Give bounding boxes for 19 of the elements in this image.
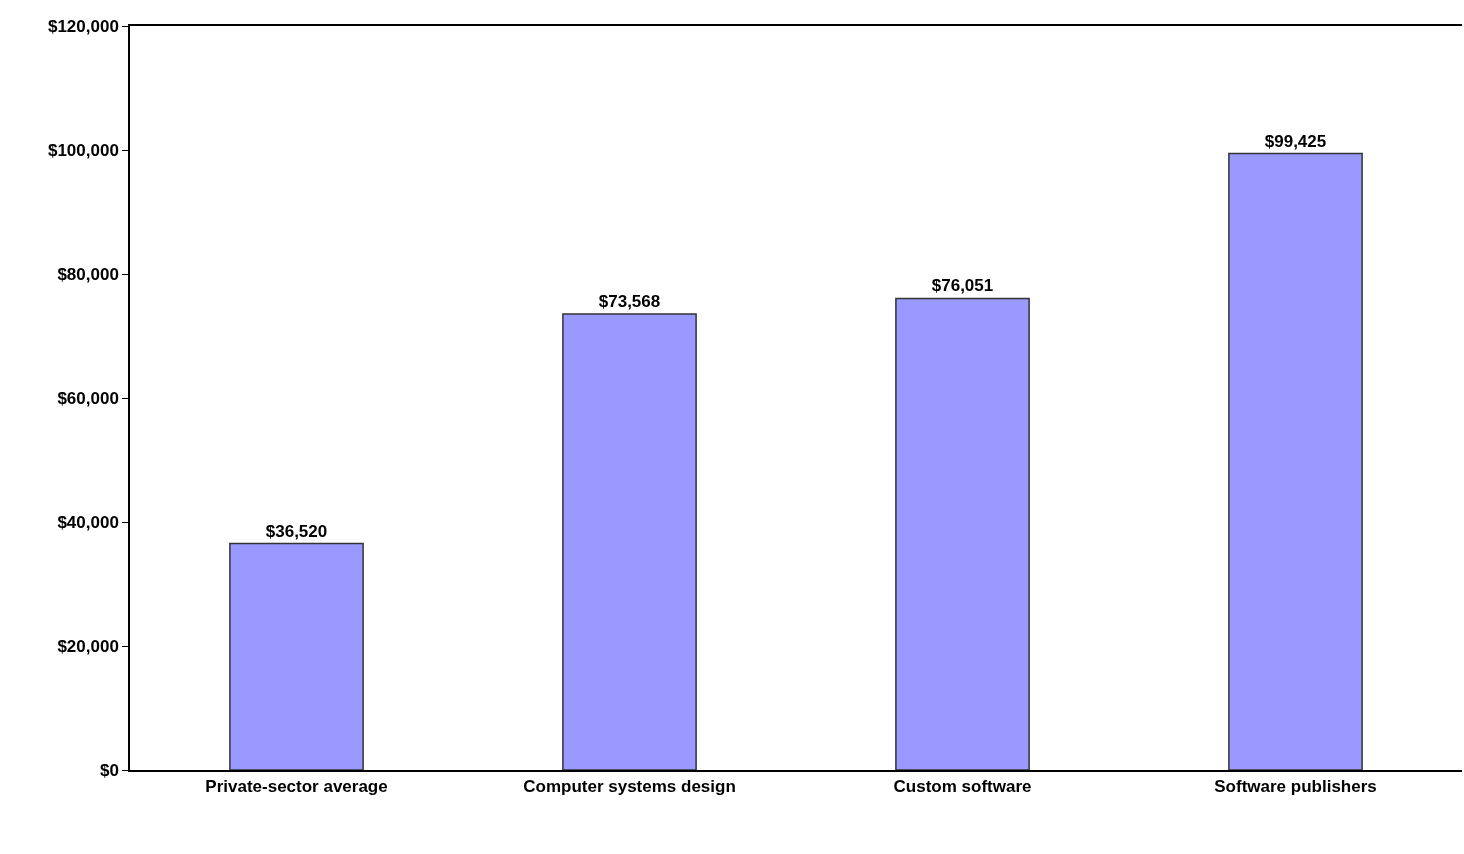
y-tick-label: $0 [99, 760, 119, 780]
y-tick-label: $20,000 [57, 636, 119, 656]
y-tick-label: $80,000 [57, 264, 119, 284]
x-tick-label: Computer systems design [523, 777, 736, 797]
x-tick-label: Private-sector average [205, 777, 388, 797]
data-label: $99,425 [1264, 131, 1327, 151]
bar [895, 297, 1030, 770]
bar [1228, 152, 1363, 770]
x-tick-label: Custom software [893, 777, 1032, 797]
bar [229, 542, 364, 770]
x-tick-label: Software publishers [1214, 777, 1377, 797]
data-label: $76,051 [931, 276, 994, 296]
data-label: $73,568 [598, 291, 661, 311]
y-tick-label: $40,000 [57, 512, 119, 532]
data-label: $36,520 [265, 521, 328, 541]
y-tick-label: $120,000 [47, 16, 119, 36]
y-tick-label: $100,000 [47, 140, 119, 160]
y-tick-label: $60,000 [57, 388, 119, 408]
bar [562, 313, 697, 770]
